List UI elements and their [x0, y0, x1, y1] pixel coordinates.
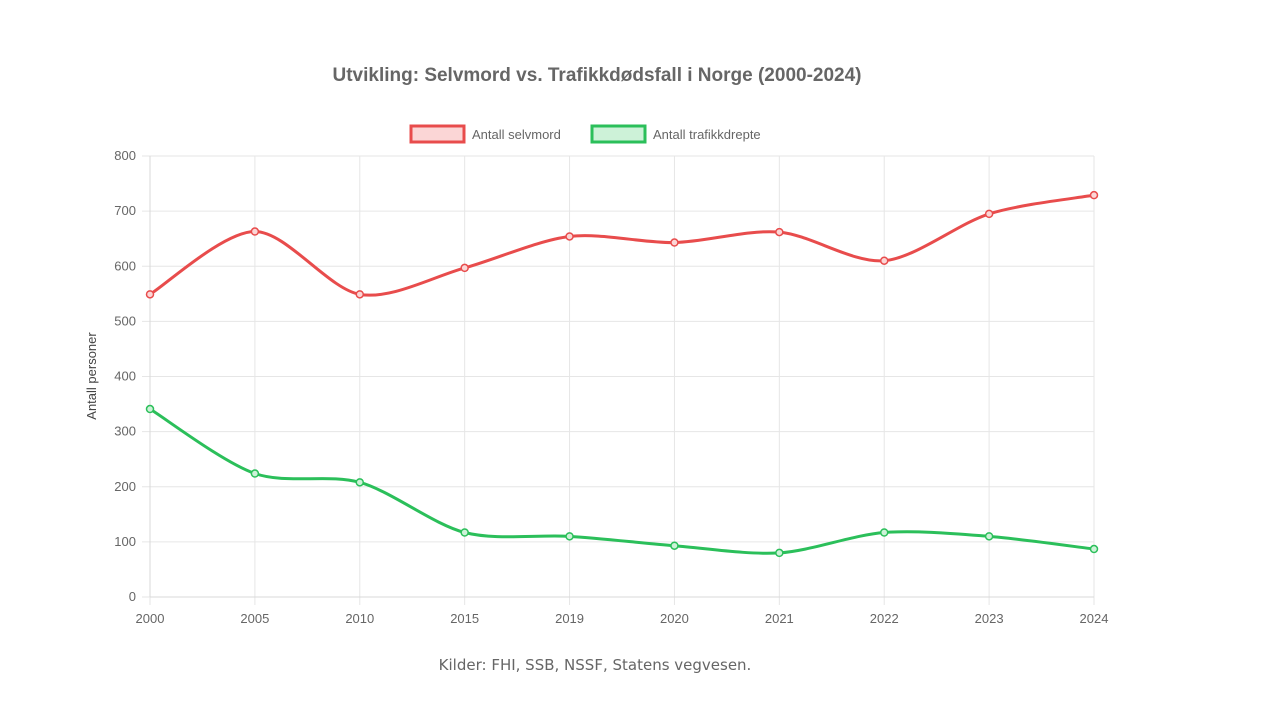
legend[interactable]: Antall selvmord Antall trafikkdrepte — [409, 124, 761, 144]
data-point[interactable] — [460, 528, 469, 537]
series-0 — [145, 190, 1099, 299]
data-point[interactable] — [670, 238, 679, 247]
data-point[interactable] — [670, 541, 679, 550]
data-point[interactable] — [775, 548, 784, 558]
legend-item[interactable]: Antall trafikkdrepte — [590, 124, 761, 144]
y-tick-label: 600 — [114, 258, 136, 273]
data-point[interactable] — [250, 469, 260, 478]
source-note: Kilder: FHI, SSB, NSSF, Statens vegvesen… — [438, 656, 752, 674]
data-point[interactable] — [879, 528, 889, 537]
y-tick-label: 800 — [114, 148, 136, 163]
x-tick-label: 2015 — [450, 611, 479, 626]
x-tick-label: 2010 — [345, 611, 374, 626]
data-point[interactable] — [460, 263, 469, 273]
x-tick-label: 2020 — [660, 611, 689, 626]
data-point[interactable] — [355, 478, 365, 487]
x-tick-label: 2022 — [870, 611, 899, 626]
legend-swatch — [590, 124, 647, 144]
y-tick-label: 500 — [114, 313, 136, 328]
y-tick-label: 200 — [114, 479, 136, 494]
x-tick-label: 2005 — [240, 611, 269, 626]
chart-title: Utvikling: Selvmord vs. Trafikkdødsfall … — [332, 65, 861, 86]
data-point[interactable] — [984, 209, 994, 219]
data-point[interactable] — [879, 256, 889, 265]
series-line — [148, 407, 1096, 555]
data-point[interactable] — [1089, 544, 1099, 554]
y-tick-label: 100 — [114, 534, 136, 549]
axes: 0 100 200 300 400 500 600 700 800 2000 2005 2010 201… — [114, 148, 1108, 626]
data-point[interactable] — [145, 404, 155, 414]
data-point[interactable] — [355, 290, 365, 299]
x-tick-label: 2021 — [765, 611, 794, 626]
y-axis-title: Antall personer — [84, 332, 99, 420]
y-tick-label: 700 — [114, 203, 136, 218]
series-layer — [145, 190, 1099, 558]
x-tick-label: 2024 — [1080, 611, 1109, 626]
data-point[interactable] — [565, 532, 574, 541]
data-point[interactable] — [145, 290, 155, 299]
legend-swatch — [409, 124, 466, 144]
data-point[interactable] — [565, 232, 574, 241]
legend-label: Antall trafikkdrepte — [653, 127, 761, 142]
x-tick-label: 2023 — [975, 611, 1004, 626]
grid — [142, 155, 1095, 605]
data-point[interactable] — [775, 227, 784, 237]
y-tick-label: 400 — [114, 369, 136, 384]
data-point[interactable] — [984, 532, 994, 541]
x-tick-label: 2000 — [136, 611, 165, 626]
data-point[interactable] — [1089, 190, 1099, 200]
y-tick-label: 0 — [129, 589, 136, 604]
data-point[interactable] — [250, 227, 260, 236]
y-tick-label: 300 — [114, 424, 136, 439]
series-line — [148, 193, 1096, 297]
legend-item[interactable]: Antall selvmord — [409, 124, 561, 144]
series-1 — [145, 404, 1099, 558]
x-tick-label: 2019 — [555, 611, 584, 626]
legend-label: Antall selvmord — [472, 127, 561, 142]
